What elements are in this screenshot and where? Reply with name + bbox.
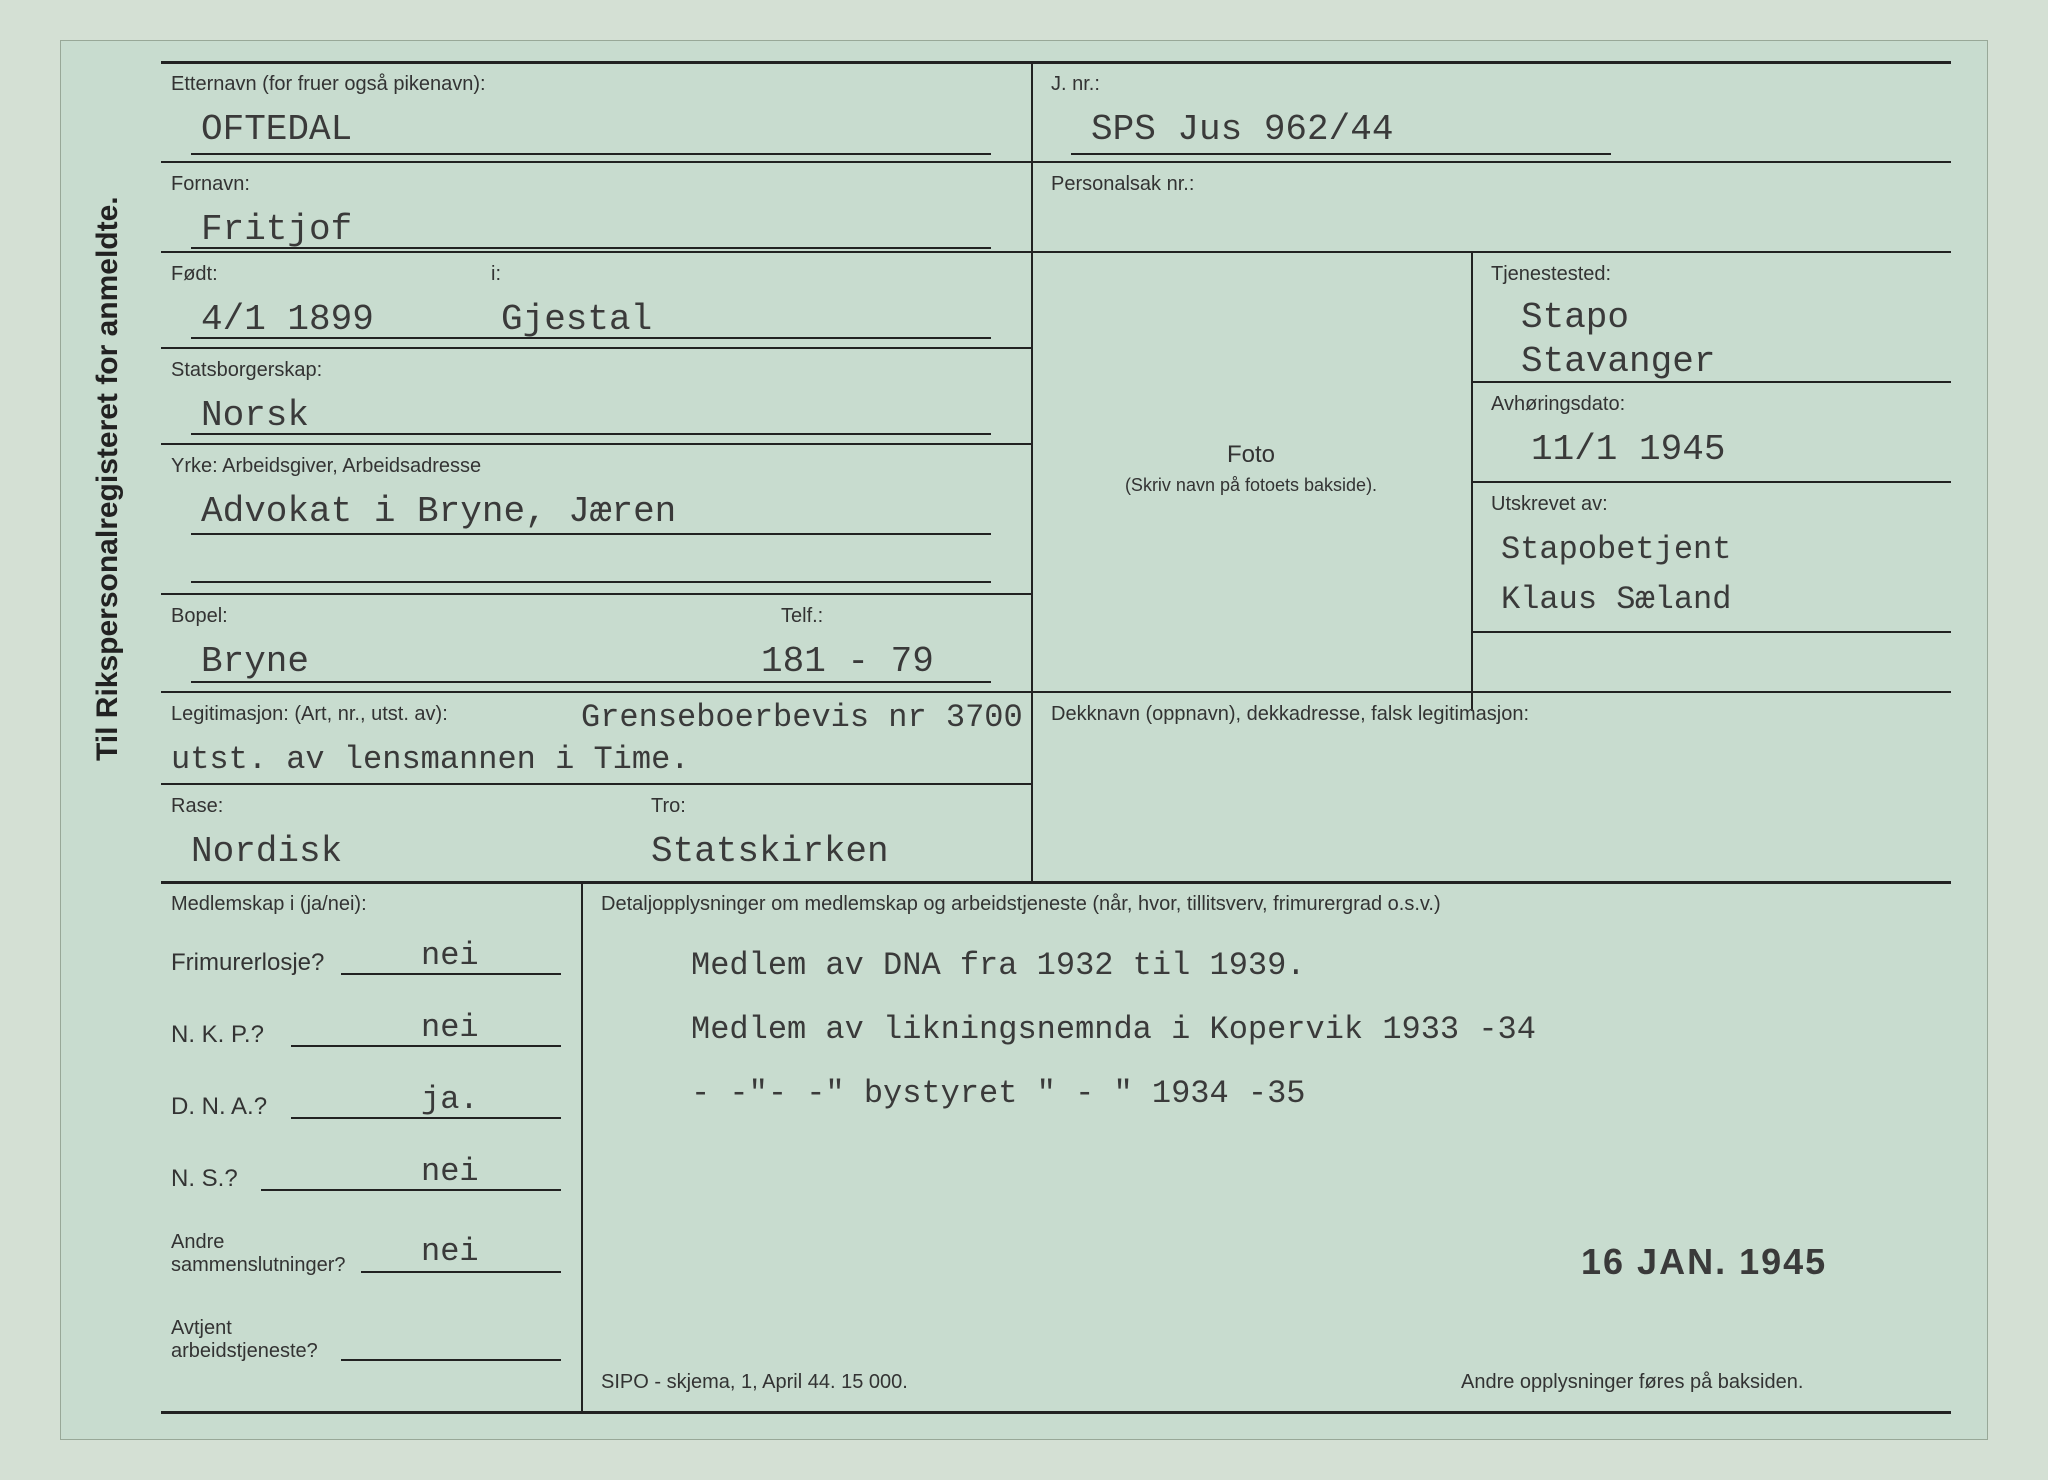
value-detalj-2: Medlem av likningsnemnda i Kopervik 1933…: [691, 1011, 1536, 1048]
hline-r5-left: [161, 593, 1031, 595]
label-foto-sub: (Skriv navn på fotoets bakside).: [1031, 475, 1471, 496]
vdiv-membership: [581, 881, 583, 1411]
value-fodt-i: Gjestal: [501, 299, 652, 340]
label-medlemskap: Medlemskap i (ja/nei):: [171, 893, 367, 916]
uline-andre: [361, 1271, 561, 1273]
label-jnr: J. nr.:: [1051, 73, 1100, 96]
label-andre: Andre sammenslutninger?: [171, 1231, 346, 1277]
form-content: Etternavn (for fruer også pikenavn): OFT…: [161, 61, 1957, 1419]
label-avtjent: Avtjent arbeidstjeneste?: [171, 1317, 318, 1363]
value-nkp: nei: [421, 1009, 479, 1046]
hline-r6-right: [1031, 691, 1951, 693]
value-jnr: SPS Jus 962/44: [1091, 109, 1393, 150]
uline-nkp: [291, 1045, 561, 1047]
uline-stats: [191, 433, 991, 435]
value-legit-1: Grenseboerbevis nr 3700: [581, 699, 1023, 736]
label-yrke: Yrke: Arbeidsgiver, Arbeidsadresse: [171, 455, 481, 478]
label-avhoringsdato: Avhøringsdato:: [1491, 393, 1625, 416]
footer-text: SIPO - skjema, 1, April 44. 15 000.: [601, 1371, 908, 1394]
hline-utskrevet-bottom: [1471, 631, 1951, 633]
label-fornavn: Fornavn:: [171, 173, 250, 196]
bottom-border: [161, 1411, 1951, 1414]
label-detaljer: Detaljopplysninger om medlemskap og arbe…: [601, 893, 1441, 916]
value-tjenestested-2: Stavanger: [1521, 341, 1715, 382]
label-bopel: Bopel:: [171, 605, 228, 628]
footer-right: Andre opplysninger føres på baksiden.: [1461, 1371, 1803, 1394]
label-telf: Telf.:: [781, 605, 823, 628]
label-personalsak: Personalsak nr.:: [1051, 173, 1194, 196]
hline-r2: [161, 251, 1951, 253]
uline-dna: [291, 1117, 561, 1119]
label-etternavn: Etternavn (for fruer også pikenavn):: [171, 73, 486, 96]
uline-yrke: [191, 533, 991, 535]
hline-r3-left: [161, 347, 1031, 349]
hline-r4-left: [161, 443, 1031, 445]
label-frimurer: Frimurerlosje?: [171, 949, 324, 977]
value-frimurer: nei: [421, 937, 479, 974]
value-utskrevet-1: Stapobetjent: [1501, 531, 1731, 568]
label-dna: D. N. A.?: [171, 1093, 267, 1121]
value-legit-2: utst. av lensmannen i Time.: [171, 741, 689, 778]
hline-r6-left: [161, 691, 1031, 693]
uline-yrke-2: [191, 581, 991, 583]
vdiv-main: [1031, 61, 1033, 881]
date-stamp: 16 JAN. 1945: [1581, 1241, 1827, 1283]
value-etternavn: OFTEDAL: [201, 109, 352, 150]
label-rase: Rase:: [171, 795, 223, 818]
uline-avtjent: [341, 1359, 561, 1361]
value-dna: ja.: [421, 1081, 479, 1118]
uline-ns: [261, 1189, 561, 1191]
label-utskrevet: Utskrevet av:: [1491, 493, 1608, 516]
label-foto: Foto: [1031, 441, 1471, 469]
top-border: [161, 61, 1951, 64]
hline-r7-left: [161, 783, 1031, 785]
uline-fodt: [191, 337, 991, 339]
value-telf: 181 - 79: [761, 641, 934, 682]
label-dekknavn: Dekknavn (oppnavn), dekkadresse, falsk l…: [1051, 703, 1529, 726]
label-nkp: N. K. P.?: [171, 1021, 264, 1049]
uline-frimurer: [341, 973, 561, 975]
value-avhoringsdato: 11/1 1945: [1531, 429, 1725, 470]
label-statsborgerskap: Statsborgerskap:: [171, 359, 322, 382]
uline-jnr: [1071, 153, 1611, 155]
value-andre: nei: [421, 1233, 479, 1270]
value-statsborgerskap: Norsk: [201, 395, 309, 436]
uline-etternavn: [191, 153, 991, 155]
registration-card: Til Rikspersonalregisteret for anmeldte.…: [60, 40, 1988, 1440]
value-ns: nei: [421, 1153, 479, 1190]
label-fodt: Født:: [171, 263, 218, 286]
hline-thick-mid: [161, 881, 1951, 884]
label-tjenestested: Tjenestested:: [1491, 263, 1611, 286]
value-yrke: Advokat i Bryne, Jæren: [201, 491, 676, 532]
label-ns: N. S.?: [171, 1165, 238, 1193]
label-legitimasjon: Legitimasjon: (Art, nr., utst. av):: [171, 703, 448, 726]
value-tjenestested-1: Stapo: [1521, 297, 1629, 338]
value-detalj-3: - -"- -" bystyret " - " 1934 -35: [691, 1075, 1306, 1112]
value-fornavn: Fritjof: [201, 209, 352, 250]
value-detalj-1: Medlem av DNA fra 1932 til 1939.: [691, 947, 1306, 984]
uline-fornavn: [191, 247, 991, 249]
uline-bopel: [191, 681, 991, 683]
value-bopel: Bryne: [201, 641, 309, 682]
hline-r4-right: [1471, 481, 1951, 483]
label-tro: Tro:: [651, 795, 686, 818]
value-tro: Statskirken: [651, 831, 889, 872]
hline-r3-right: [1471, 381, 1951, 383]
value-rase: Nordisk: [191, 831, 342, 872]
value-utskrevet-2: Klaus Sæland: [1501, 581, 1731, 618]
hline-r1: [161, 161, 1951, 163]
vertical-title: Til Rikspersonalregisteret for anmeldte.: [91, 196, 125, 761]
label-fodt-i: i:: [491, 263, 501, 286]
value-fodt: 4/1 1899: [201, 299, 374, 340]
